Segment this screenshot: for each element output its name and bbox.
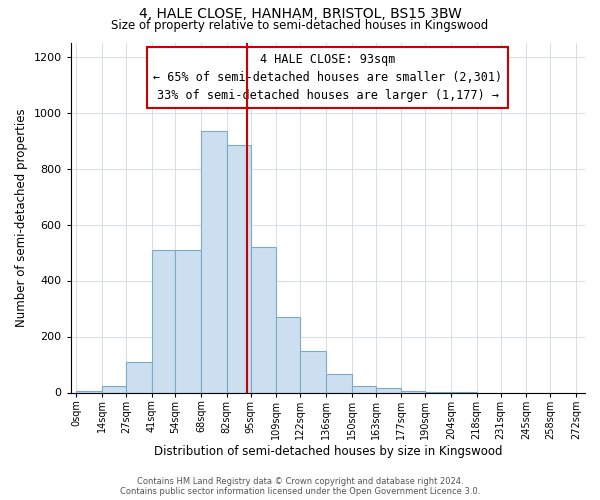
Text: 4, HALE CLOSE, HANHAM, BRISTOL, BS15 3BW: 4, HALE CLOSE, HANHAM, BRISTOL, BS15 3BW [139,8,461,22]
Bar [76,391,102,392]
Text: Size of property relative to semi-detached houses in Kingswood: Size of property relative to semi-detach… [112,19,488,32]
Text: 4 HALE CLOSE: 93sqm
← 65% of semi-detached houses are smaller (2,301)
33% of sem: 4 HALE CLOSE: 93sqm ← 65% of semi-detach… [153,53,502,102]
Bar [401,391,425,392]
Bar [376,388,401,392]
Bar [352,386,376,392]
Bar [152,250,175,392]
Bar [326,374,352,392]
X-axis label: Distribution of semi-detached houses by size in Kingswood: Distribution of semi-detached houses by … [154,444,502,458]
Bar [102,386,126,392]
Bar [277,317,301,392]
Bar [175,250,201,392]
Y-axis label: Number of semi-detached properties: Number of semi-detached properties [15,108,28,327]
Bar [227,144,251,392]
Bar [251,247,277,392]
Bar [201,130,227,392]
Bar [301,350,326,393]
Text: Contains HM Land Registry data © Crown copyright and database right 2024.
Contai: Contains HM Land Registry data © Crown c… [120,476,480,496]
Bar [126,362,152,392]
